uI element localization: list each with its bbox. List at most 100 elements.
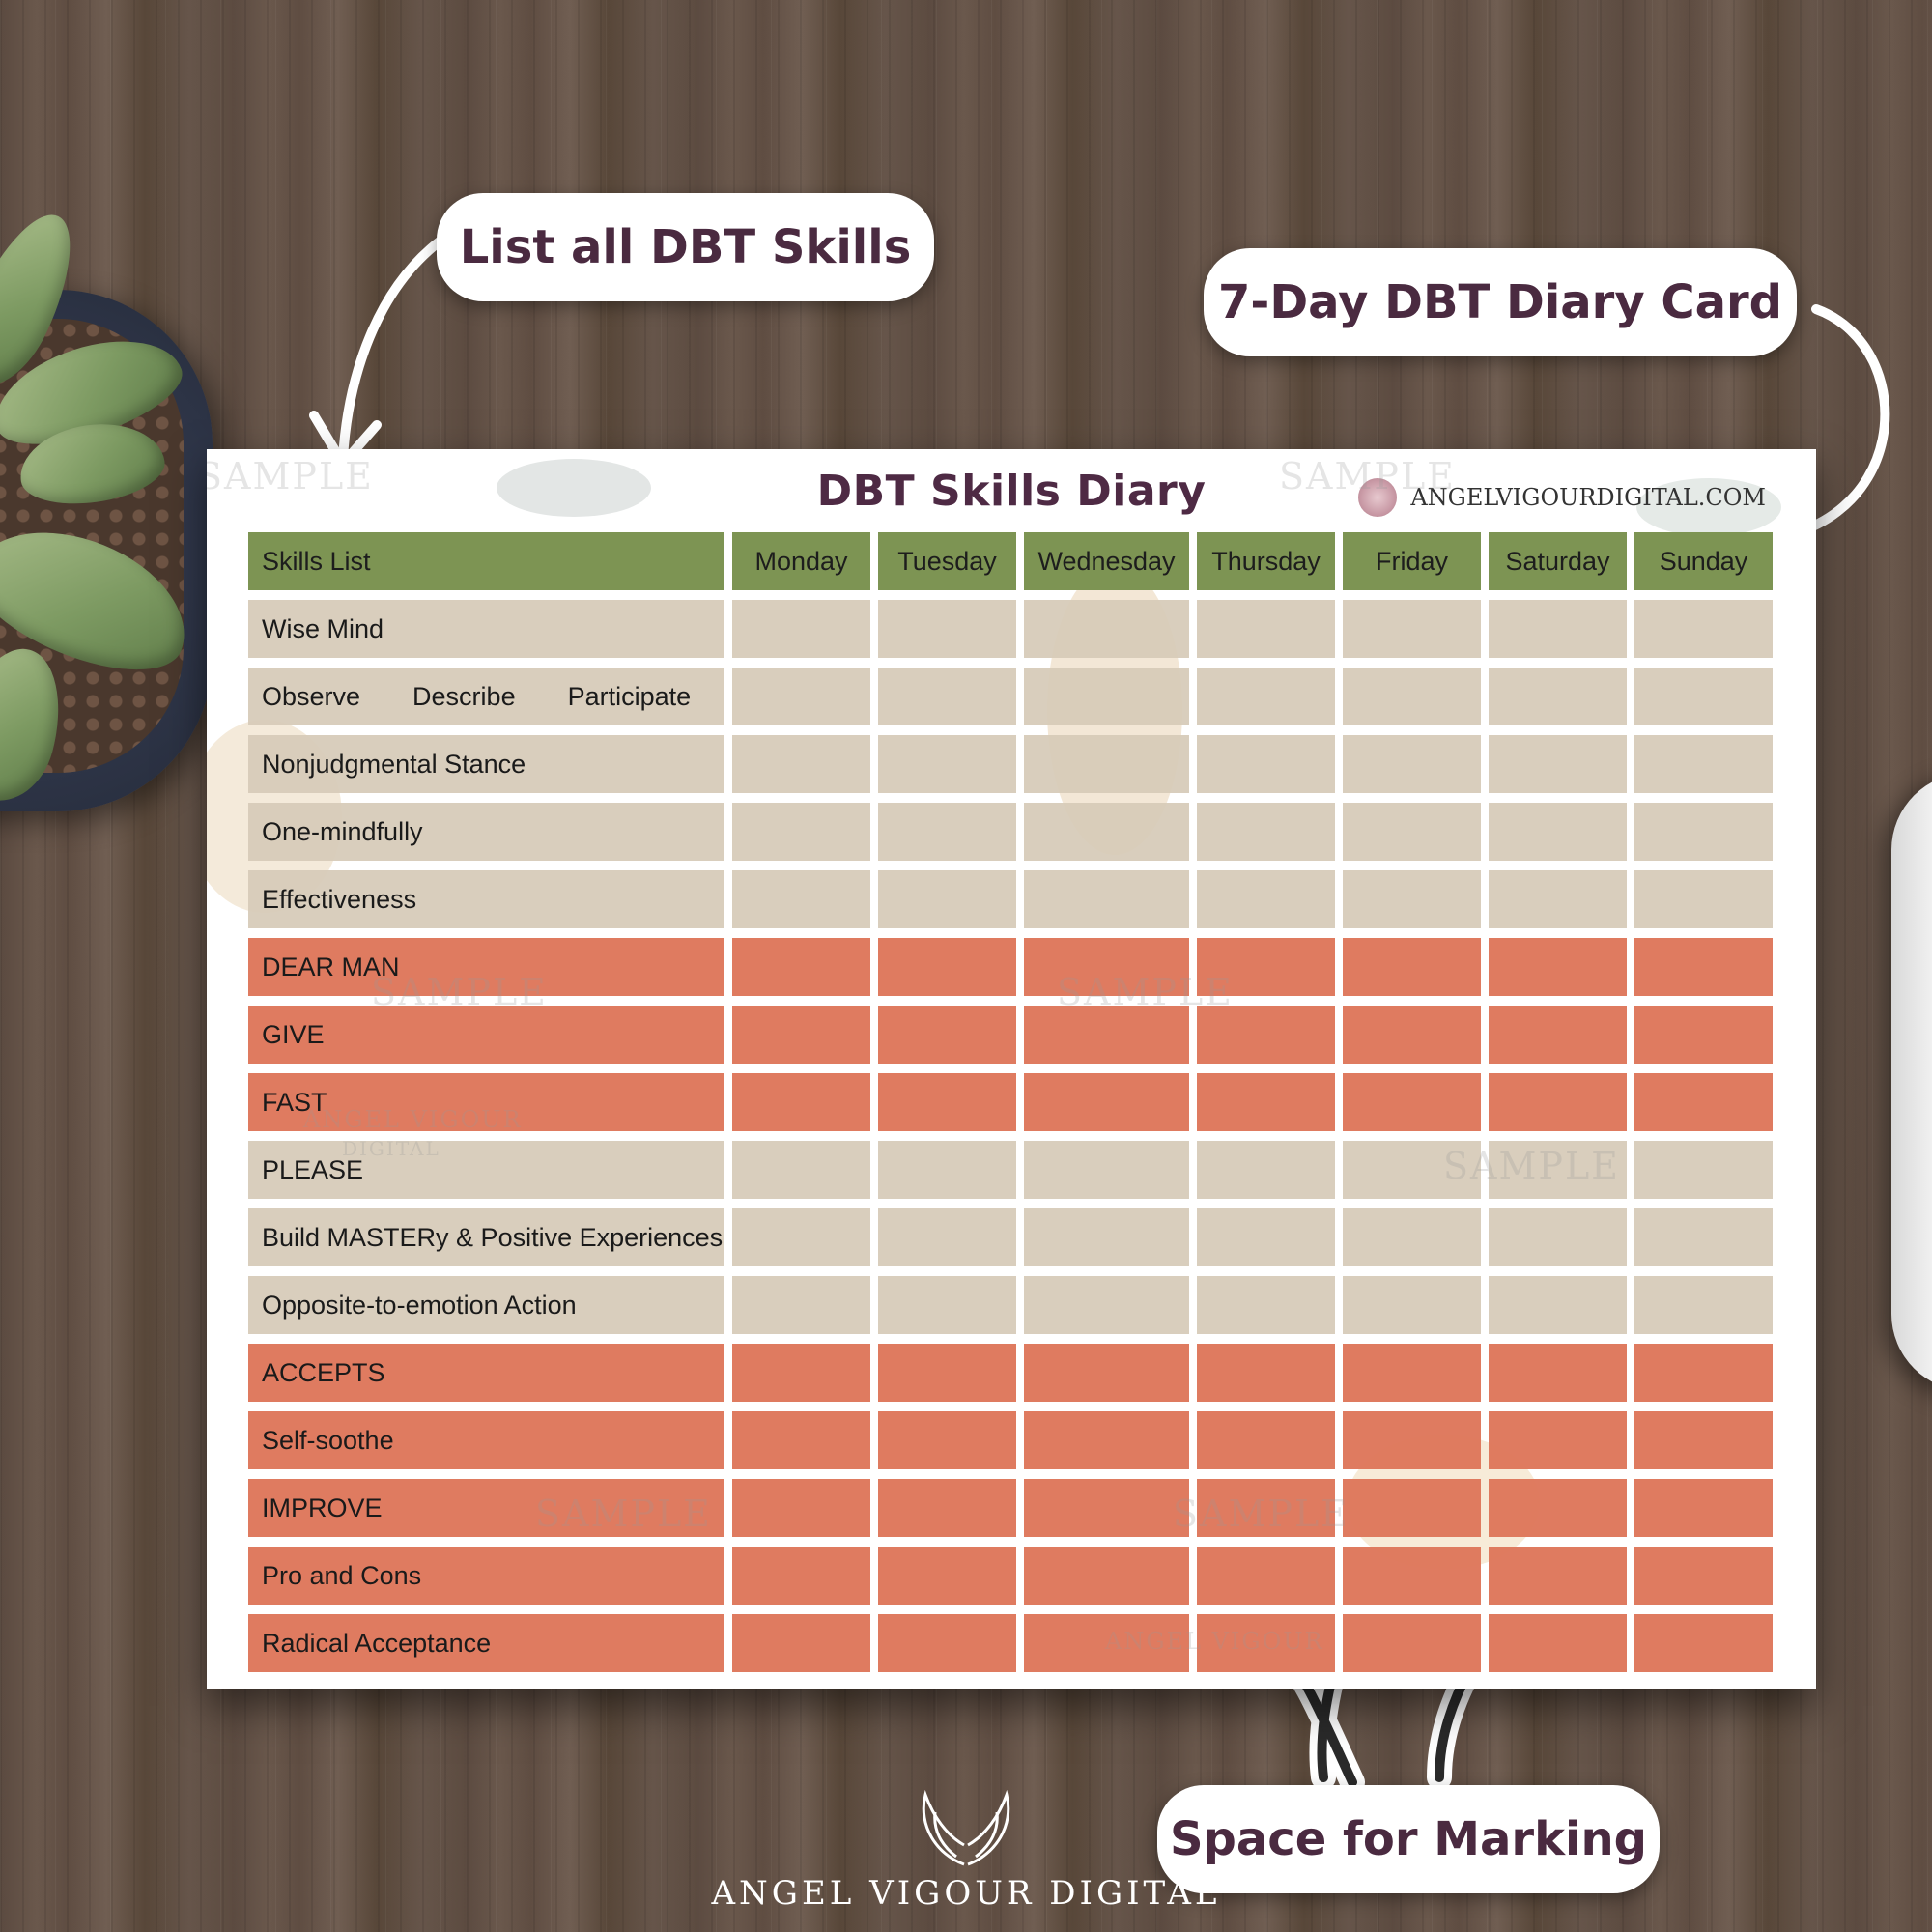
marking-cell-saturday[interactable] <box>1489 1141 1627 1199</box>
marking-cell-wednesday[interactable] <box>1024 1614 1189 1672</box>
marking-cell-monday[interactable] <box>732 803 870 861</box>
marking-cell-wednesday[interactable] <box>1024 1547 1189 1605</box>
marking-cell-tuesday[interactable] <box>878 803 1016 861</box>
marking-cell-thursday[interactable] <box>1197 870 1335 928</box>
marking-cell-saturday[interactable] <box>1489 1547 1627 1605</box>
marking-cell-saturday[interactable] <box>1489 1276 1627 1334</box>
marking-cell-thursday[interactable] <box>1197 1411 1335 1469</box>
marking-cell-tuesday[interactable] <box>878 870 1016 928</box>
marking-cell-wednesday[interactable] <box>1024 938 1189 996</box>
marking-cell-saturday[interactable] <box>1489 1411 1627 1469</box>
marking-cell-wednesday[interactable] <box>1024 870 1189 928</box>
marking-cell-thursday[interactable] <box>1197 1344 1335 1402</box>
marking-cell-tuesday[interactable] <box>878 1208 1016 1266</box>
marking-cell-wednesday[interactable] <box>1024 1073 1189 1131</box>
marking-cell-tuesday[interactable] <box>878 1276 1016 1334</box>
marking-cell-tuesday[interactable] <box>878 938 1016 996</box>
marking-cell-friday[interactable] <box>1343 1208 1481 1266</box>
marking-cell-friday[interactable] <box>1343 735 1481 793</box>
marking-cell-sunday[interactable] <box>1634 1073 1773 1131</box>
marking-cell-monday[interactable] <box>732 1073 870 1131</box>
marking-cell-sunday[interactable] <box>1634 1547 1773 1605</box>
marking-cell-tuesday[interactable] <box>878 1614 1016 1672</box>
marking-cell-saturday[interactable] <box>1489 668 1627 725</box>
marking-cell-monday[interactable] <box>732 1614 870 1672</box>
marking-cell-sunday[interactable] <box>1634 600 1773 658</box>
marking-cell-monday[interactable] <box>732 1547 870 1605</box>
marking-cell-tuesday[interactable] <box>878 1006 1016 1064</box>
marking-cell-wednesday[interactable] <box>1024 668 1189 725</box>
marking-cell-friday[interactable] <box>1343 1411 1481 1469</box>
marking-cell-wednesday[interactable] <box>1024 1141 1189 1199</box>
marking-cell-saturday[interactable] <box>1489 1344 1627 1402</box>
marking-cell-friday[interactable] <box>1343 870 1481 928</box>
marking-cell-friday[interactable] <box>1343 1073 1481 1131</box>
marking-cell-monday[interactable] <box>732 1276 870 1334</box>
marking-cell-monday[interactable] <box>732 1479 870 1537</box>
marking-cell-saturday[interactable] <box>1489 803 1627 861</box>
marking-cell-wednesday[interactable] <box>1024 1276 1189 1334</box>
marking-cell-friday[interactable] <box>1343 1547 1481 1605</box>
marking-cell-saturday[interactable] <box>1489 1479 1627 1537</box>
marking-cell-thursday[interactable] <box>1197 668 1335 725</box>
marking-cell-wednesday[interactable] <box>1024 1479 1189 1537</box>
marking-cell-monday[interactable] <box>732 735 870 793</box>
marking-cell-sunday[interactable] <box>1634 1411 1773 1469</box>
marking-cell-sunday[interactable] <box>1634 1006 1773 1064</box>
marking-cell-tuesday[interactable] <box>878 1411 1016 1469</box>
marking-cell-thursday[interactable] <box>1197 1141 1335 1199</box>
marking-cell-sunday[interactable] <box>1634 938 1773 996</box>
marking-cell-saturday[interactable] <box>1489 938 1627 996</box>
marking-cell-sunday[interactable] <box>1634 1141 1773 1199</box>
marking-cell-friday[interactable] <box>1343 1006 1481 1064</box>
marking-cell-tuesday[interactable] <box>878 1547 1016 1605</box>
marking-cell-thursday[interactable] <box>1197 1479 1335 1537</box>
marking-cell-thursday[interactable] <box>1197 600 1335 658</box>
marking-cell-sunday[interactable] <box>1634 1614 1773 1672</box>
marking-cell-saturday[interactable] <box>1489 600 1627 658</box>
marking-cell-wednesday[interactable] <box>1024 1344 1189 1402</box>
marking-cell-saturday[interactable] <box>1489 1006 1627 1064</box>
marking-cell-sunday[interactable] <box>1634 735 1773 793</box>
marking-cell-friday[interactable] <box>1343 1479 1481 1537</box>
marking-cell-sunday[interactable] <box>1634 803 1773 861</box>
marking-cell-monday[interactable] <box>732 938 870 996</box>
marking-cell-saturday[interactable] <box>1489 735 1627 793</box>
marking-cell-friday[interactable] <box>1343 600 1481 658</box>
marking-cell-tuesday[interactable] <box>878 668 1016 725</box>
marking-cell-tuesday[interactable] <box>878 1141 1016 1199</box>
marking-cell-wednesday[interactable] <box>1024 735 1189 793</box>
marking-cell-friday[interactable] <box>1343 938 1481 996</box>
marking-cell-thursday[interactable] <box>1197 1073 1335 1131</box>
marking-cell-thursday[interactable] <box>1197 1208 1335 1266</box>
marking-cell-monday[interactable] <box>732 1208 870 1266</box>
marking-cell-thursday[interactable] <box>1197 938 1335 996</box>
marking-cell-monday[interactable] <box>732 600 870 658</box>
marking-cell-wednesday[interactable] <box>1024 1208 1189 1266</box>
marking-cell-sunday[interactable] <box>1634 870 1773 928</box>
marking-cell-thursday[interactable] <box>1197 1547 1335 1605</box>
marking-cell-monday[interactable] <box>732 1006 870 1064</box>
marking-cell-sunday[interactable] <box>1634 1208 1773 1266</box>
marking-cell-friday[interactable] <box>1343 1276 1481 1334</box>
marking-cell-thursday[interactable] <box>1197 735 1335 793</box>
marking-cell-friday[interactable] <box>1343 1141 1481 1199</box>
marking-cell-sunday[interactable] <box>1634 1344 1773 1402</box>
marking-cell-thursday[interactable] <box>1197 1614 1335 1672</box>
marking-cell-sunday[interactable] <box>1634 1276 1773 1334</box>
marking-cell-monday[interactable] <box>732 1141 870 1199</box>
marking-cell-thursday[interactable] <box>1197 1006 1335 1064</box>
marking-cell-saturday[interactable] <box>1489 1073 1627 1131</box>
marking-cell-friday[interactable] <box>1343 1344 1481 1402</box>
marking-cell-saturday[interactable] <box>1489 1614 1627 1672</box>
marking-cell-tuesday[interactable] <box>878 600 1016 658</box>
marking-cell-monday[interactable] <box>732 668 870 725</box>
marking-cell-thursday[interactable] <box>1197 1276 1335 1334</box>
marking-cell-wednesday[interactable] <box>1024 600 1189 658</box>
marking-cell-thursday[interactable] <box>1197 803 1335 861</box>
marking-cell-monday[interactable] <box>732 1344 870 1402</box>
marking-cell-tuesday[interactable] <box>878 1344 1016 1402</box>
marking-cell-friday[interactable] <box>1343 1614 1481 1672</box>
marking-cell-monday[interactable] <box>732 870 870 928</box>
marking-cell-wednesday[interactable] <box>1024 1006 1189 1064</box>
